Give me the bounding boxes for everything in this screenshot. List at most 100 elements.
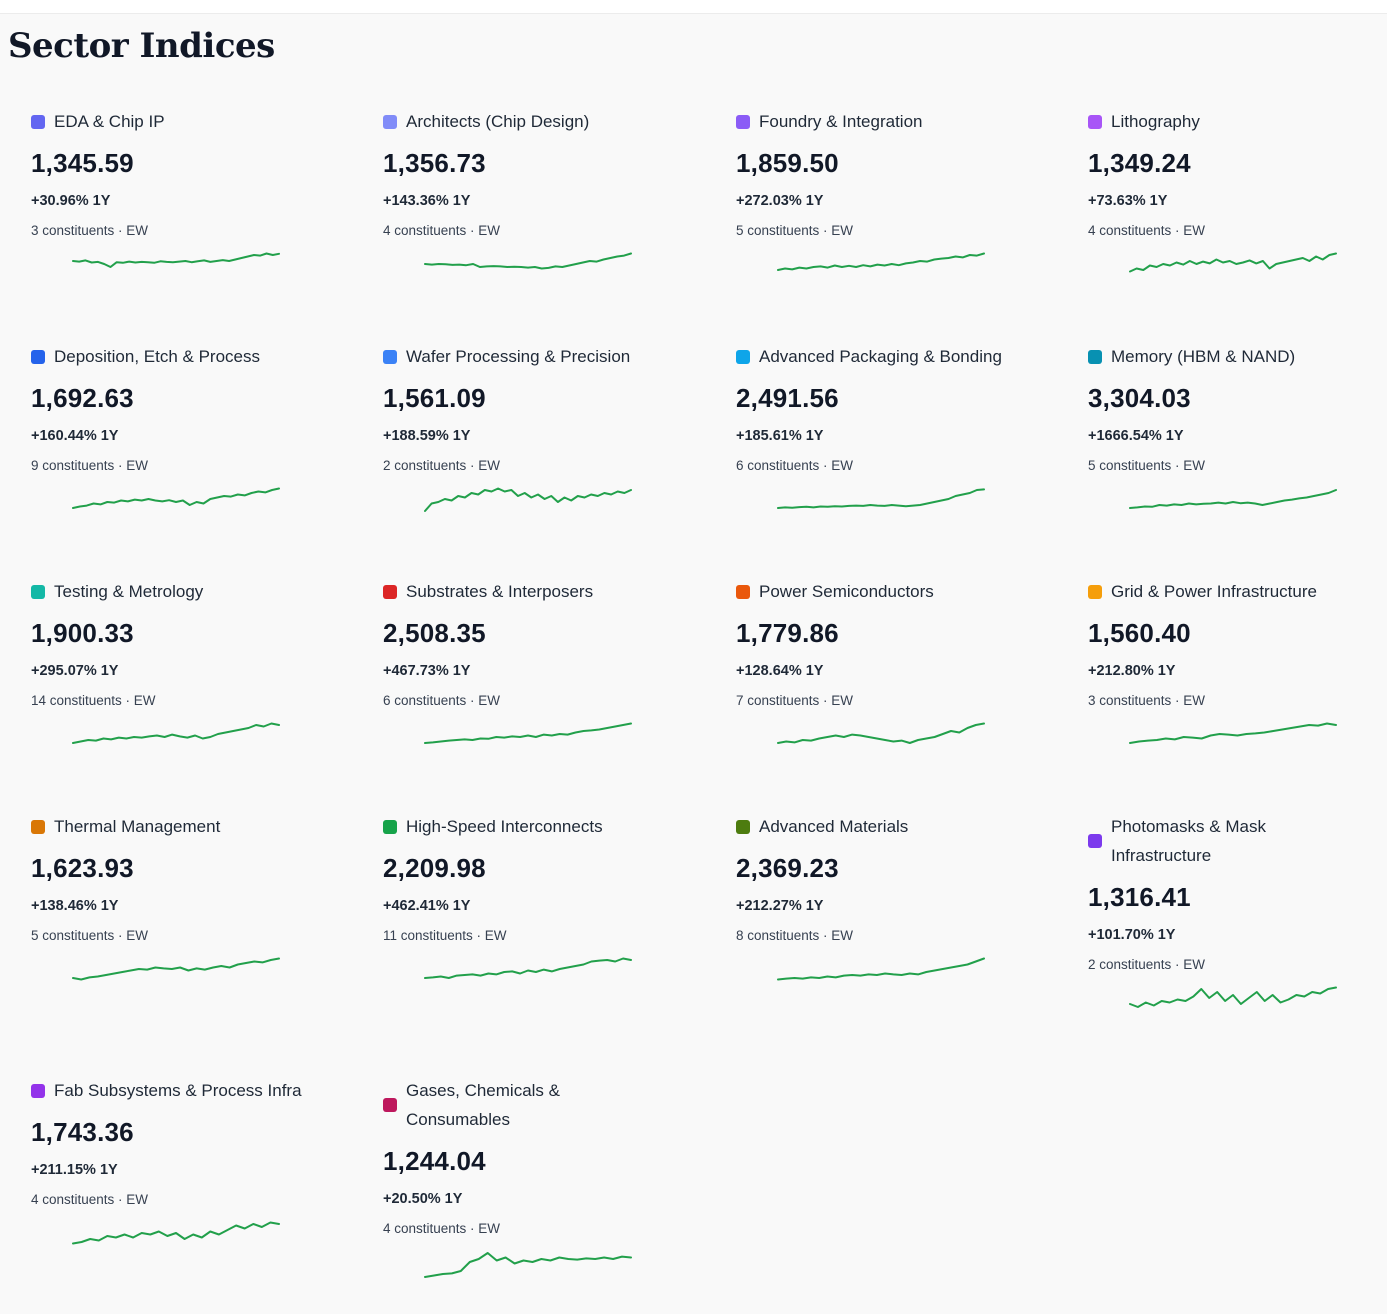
sparkline-chart xyxy=(424,252,632,270)
sparkline-series xyxy=(72,722,280,744)
index-value: 1,692.63 xyxy=(31,383,134,413)
sparkline-chart xyxy=(1129,986,1337,1008)
sector-color-swatch xyxy=(736,584,750,599)
sector-name[interactable]: Grid & Power Infrastructure xyxy=(1111,582,1317,601)
sparkline-series xyxy=(1129,252,1337,273)
sector-card[interactable]: Substrates & Interposers 2,508.35 +467.73%… xyxy=(383,577,703,802)
sparkline-chart xyxy=(1129,252,1337,273)
sector-name[interactable]: Architects (Chip Design) xyxy=(406,112,590,131)
sector-color-swatch xyxy=(736,349,750,364)
one-year-change: +160.44% 1Y xyxy=(31,428,119,444)
sparkline-series xyxy=(424,487,632,512)
index-value: 1,560.40 xyxy=(1088,618,1191,648)
constituents-info: 3 constituents · EW xyxy=(1088,693,1206,708)
sector-name[interactable]: Testing & Metrology xyxy=(54,582,204,601)
one-year-change: +212.80% 1Y xyxy=(1088,663,1176,679)
index-value: 1,623.93 xyxy=(31,853,134,883)
sector-card[interactable]: Power Semiconductors 1,779.86 +128.64% 1Y 7… xyxy=(736,577,1056,802)
sector-card[interactable]: Thermal Management 1,623.93 +138.46% 1Y 5 c… xyxy=(31,812,351,1037)
sector-card-header: Memory (HBM & NAND) xyxy=(1088,342,1387,371)
sector-card[interactable]: Photomasks & Mask Infrastructure 1,316.41… xyxy=(1088,812,1387,1037)
sector-card-header: Lithography xyxy=(1088,107,1387,136)
index-value: 1,900.33 xyxy=(31,618,134,648)
sector-card[interactable]: Advanced Packaging & Bonding 2,491.56 +185… xyxy=(736,342,1056,567)
sector-name[interactable]: Substrates & Interposers xyxy=(406,582,594,601)
constituents-info: 4 constituents · EW xyxy=(1088,223,1206,238)
sector-name[interactable]: Gases, Chemicals & Consumables xyxy=(406,1081,560,1129)
sector-card[interactable]: Lithography 1,349.24 +73.63% 1Y 4 constitue… xyxy=(1088,107,1387,332)
sector-name[interactable]: High-Speed Interconnects xyxy=(406,817,603,836)
sector-name[interactable]: Memory (HBM & NAND) xyxy=(1111,347,1296,366)
one-year-change: +188.59% 1Y xyxy=(383,428,471,444)
constituents-info: 8 constituents · EW xyxy=(736,928,854,943)
constituents-info: 7 constituents · EW xyxy=(736,693,854,708)
constituents-info: 4 constituents · EW xyxy=(31,1192,149,1207)
page-title: Sector Indices xyxy=(8,26,275,66)
constituents-info: 14 constituents · EW xyxy=(31,693,156,708)
sector-card-header: Thermal Management xyxy=(31,812,331,841)
sparkline-series xyxy=(777,957,985,981)
sector-card[interactable]: Gases, Chemicals & Consumables 1,244.04 +2… xyxy=(383,1076,703,1301)
sector-card[interactable]: Wafer Processing & Precision 1,561.09 +188… xyxy=(383,342,703,567)
sector-card-header: Wafer Processing & Precision xyxy=(383,342,683,371)
sector-name[interactable]: Advanced Materials xyxy=(759,817,909,836)
sparkline-chart xyxy=(777,252,985,271)
sparkline-chart xyxy=(72,252,280,268)
sparkline-chart xyxy=(777,957,985,981)
sector-name[interactable]: Foundry & Integration xyxy=(759,112,923,131)
one-year-change: +185.61% 1Y xyxy=(736,428,824,444)
constituents-info: 9 constituents · EW xyxy=(31,458,149,473)
sector-card[interactable]: High-Speed Interconnects 2,209.98 +462.41%… xyxy=(383,812,703,1037)
sector-card[interactable]: Architects (Chip Design) 1,356.73 +143.36%… xyxy=(383,107,703,332)
sector-name[interactable]: Lithography xyxy=(1111,112,1200,131)
sector-card-header: Substrates & Interposers xyxy=(383,577,683,606)
sector-card-header: Deposition, Etch & Process xyxy=(31,342,331,371)
sector-card-header: Advanced Materials xyxy=(736,812,1036,841)
sector-color-swatch xyxy=(31,584,45,599)
index-value: 2,209.98 xyxy=(383,853,486,883)
sparkline-chart xyxy=(424,957,632,979)
one-year-change: +295.07% 1Y xyxy=(31,663,119,679)
sector-card[interactable]: Grid & Power Infrastructure 1,560.40 +212.… xyxy=(1088,577,1387,802)
sparkline-series xyxy=(777,722,985,744)
one-year-change: +73.63% 1Y xyxy=(1088,193,1168,209)
constituents-info: 3 constituents · EW xyxy=(31,223,149,238)
sector-card[interactable]: Advanced Materials 2,369.23 +212.27% 1Y 8 c… xyxy=(736,812,1056,1037)
index-value: 1,316.41 xyxy=(1088,882,1191,912)
constituents-info: 6 constituents · EW xyxy=(383,693,501,708)
sector-name[interactable]: Photomasks & Mask Infrastructure xyxy=(1111,817,1266,865)
constituents-info: 6 constituents · EW xyxy=(736,458,854,473)
sector-name[interactable]: Deposition, Etch & Process xyxy=(54,347,260,366)
sparkline-series xyxy=(1129,722,1337,744)
sparkline-chart xyxy=(72,1221,280,1245)
sparkline-chart xyxy=(424,722,632,744)
one-year-change: +30.96% 1Y xyxy=(31,193,111,209)
sector-card[interactable]: EDA & Chip IP 1,345.59 +30.96% 1Y 3 constit… xyxy=(31,107,351,332)
sector-name[interactable]: EDA & Chip IP xyxy=(54,112,165,131)
sector-name[interactable]: Fab Subsystems & Process Infra xyxy=(54,1081,302,1100)
index-value: 1,356.73 xyxy=(383,148,486,178)
sector-color-swatch xyxy=(383,584,397,599)
sparkline-series xyxy=(424,252,632,270)
sector-card[interactable]: Deposition, Etch & Process 1,692.63 +160.4… xyxy=(31,342,351,567)
sector-name[interactable]: Wafer Processing & Precision xyxy=(406,347,631,366)
constituents-info: 4 constituents · EW xyxy=(383,223,501,238)
sector-card[interactable]: Memory (HBM & NAND) 3,304.03 +1666.54% 1Y 5… xyxy=(1088,342,1387,567)
sector-color-swatch xyxy=(1088,584,1102,599)
sector-color-swatch xyxy=(1088,834,1102,848)
one-year-change: +101.70% 1Y xyxy=(1088,927,1176,943)
sector-card[interactable]: Testing & Metrology 1,900.33 +295.07% 1Y 14… xyxy=(31,577,351,802)
sector-color-swatch xyxy=(31,114,45,129)
index-value: 1,345.59 xyxy=(31,148,134,178)
sparkline-chart xyxy=(777,488,985,509)
sector-card-header: Advanced Packaging & Bonding xyxy=(736,342,1036,371)
sector-name[interactable]: Advanced Packaging & Bonding xyxy=(759,347,1002,366)
index-value: 1,779.86 xyxy=(736,618,839,648)
sector-card[interactable]: Fab Subsystems & Process Infra 1,743.36 +2… xyxy=(31,1076,351,1301)
sparkline-chart xyxy=(72,957,280,981)
sector-card[interactable]: Foundry & Integration 1,859.50 +272.03% 1Y… xyxy=(736,107,1056,332)
sector-name[interactable]: Power Semiconductors xyxy=(759,582,934,601)
sparkline-series xyxy=(72,252,280,268)
sector-card-header: Gases, Chemicals & Consumables xyxy=(383,1076,573,1134)
sector-name[interactable]: Thermal Management xyxy=(54,817,221,836)
